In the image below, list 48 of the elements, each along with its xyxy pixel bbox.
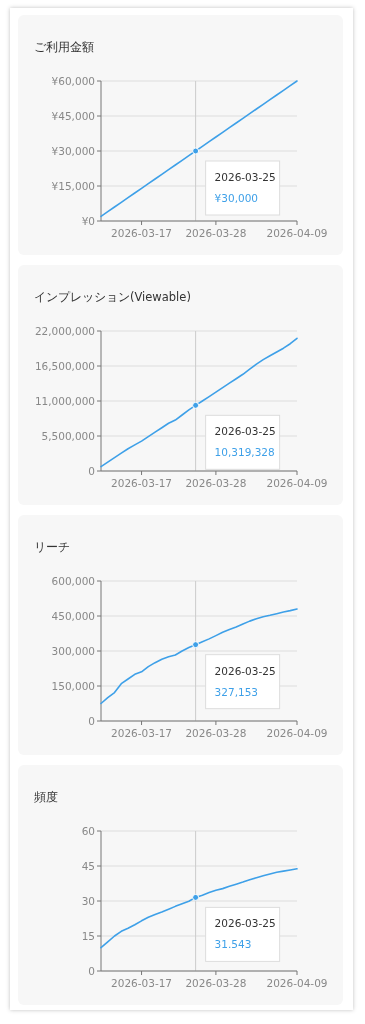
chart-title: インプレッション(Viewable) xyxy=(34,290,191,304)
y-tick-label: 5,500,000 xyxy=(41,430,95,442)
y-tick-label: 0 xyxy=(88,965,95,977)
y-tick-label: 150,000 xyxy=(51,680,95,692)
annotation: 2026-03-25 xyxy=(214,917,276,930)
y-tick-label: 16,500,000 xyxy=(34,360,95,372)
x-tick-label: 2026-03-17 xyxy=(111,227,173,239)
annotation: 2026-03-25 xyxy=(214,171,276,183)
y-tick-label: 0 xyxy=(88,465,95,477)
x-tick-label: 2026-04-09 xyxy=(266,727,328,739)
line-series xyxy=(100,337,298,468)
y-tick-label: 22,000,000 xyxy=(34,325,95,337)
annotation: 31.543 xyxy=(214,938,252,951)
y-tick-label: 60 xyxy=(81,825,95,837)
x-tick-label: 2026-03-28 xyxy=(185,727,247,739)
x-tick-label: 2026-04-09 xyxy=(266,977,328,989)
line-series xyxy=(100,80,298,218)
y-tick-label: 0 xyxy=(88,715,95,727)
y-tick-label: 300,000 xyxy=(51,645,95,657)
x-tick-label: 2026-04-09 xyxy=(266,477,328,489)
chart-title: 頻度 xyxy=(34,790,58,804)
y-tick-label: 30 xyxy=(81,895,95,907)
line-series xyxy=(100,868,298,949)
x-tick-label: 2026-03-17 xyxy=(111,727,173,739)
y-tick-label: ¥0 xyxy=(81,215,95,227)
y-tick-label: 450,000 xyxy=(51,610,95,622)
y-tick-label: 45 xyxy=(81,860,95,872)
y-tick-label: 600,000 xyxy=(51,575,95,587)
annotation: 2026-03-25 xyxy=(214,664,276,677)
annotation: ¥30,000 xyxy=(214,192,259,204)
x-tick-label: 2026-03-28 xyxy=(185,227,247,239)
annotation: 2026-03-25 xyxy=(214,425,276,438)
y-tick-label: ¥15,000 xyxy=(51,180,95,192)
x-tick-label: 2026-03-17 xyxy=(111,977,173,989)
y-tick-label: ¥45,000 xyxy=(51,110,95,122)
y-tick-label: ¥60,000 xyxy=(51,75,95,87)
line-series xyxy=(100,608,298,705)
annotation: 327,153 xyxy=(214,685,259,698)
y-tick-label: 11,000,000 xyxy=(34,395,95,407)
x-tick-label: 2026-03-17 xyxy=(111,477,173,489)
x-tick-label: 2026-04-09 xyxy=(266,227,328,239)
chart-title: リーチ xyxy=(34,540,70,554)
y-tick-label: 15 xyxy=(81,930,95,942)
y-tick-label: ¥30,000 xyxy=(51,145,95,157)
x-tick-label: 2026-03-28 xyxy=(185,977,247,989)
annotation: 10,319,328 xyxy=(214,446,275,459)
x-tick-label: 2026-03-28 xyxy=(185,477,247,489)
chart-title: ご利用金額 xyxy=(34,40,94,54)
